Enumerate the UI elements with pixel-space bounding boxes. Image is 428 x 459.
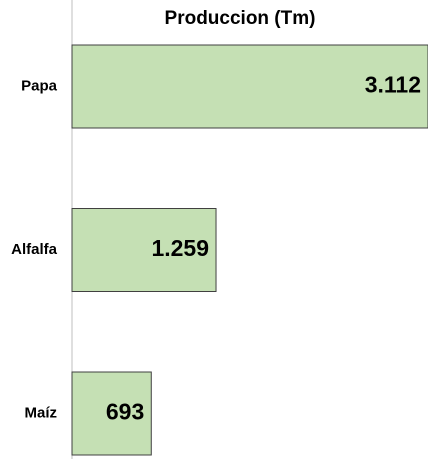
value-label: 1.259 [151,235,209,261]
bar [71,44,428,129]
bar [71,371,152,456]
category-label: Papa [21,77,58,94]
chart-title: Produccion (Tm) [165,8,316,29]
category-label: Maíz [24,404,57,421]
value-label: 3.112 [365,72,421,98]
bar [71,208,217,292]
value-label: 693 [106,399,144,425]
category-label: Alfalfa [11,241,58,258]
